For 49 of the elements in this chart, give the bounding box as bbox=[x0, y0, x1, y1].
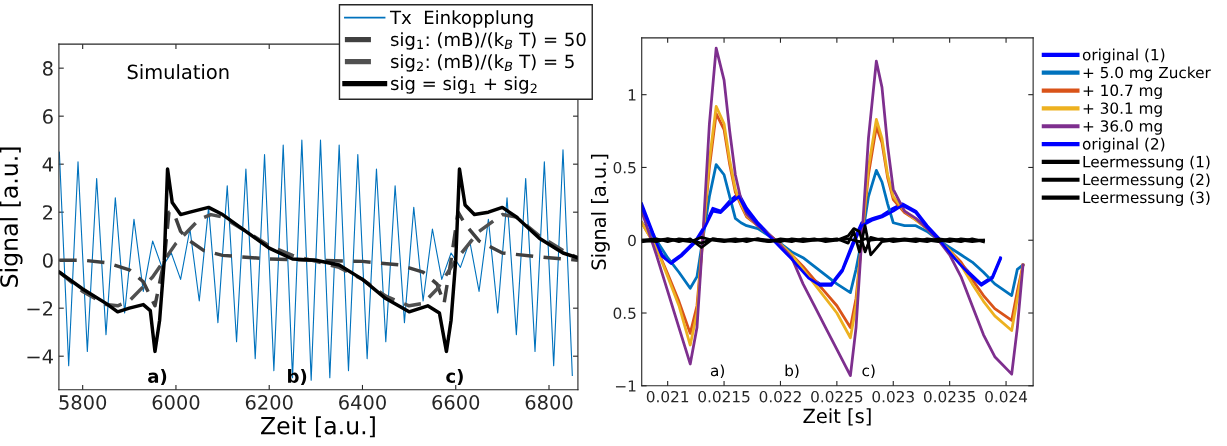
y-axis-title: Signal [a.u.] bbox=[590, 154, 610, 270]
annotation: a) bbox=[710, 364, 724, 379]
y-tick-label: −2 bbox=[27, 301, 53, 316]
legend-label: Tx Einkopplung bbox=[389, 10, 533, 28]
y-tick-label: −4 bbox=[27, 349, 53, 364]
x-tick-label: 0.024 bbox=[985, 390, 1028, 403]
legend-label: Leermessung (2) bbox=[1083, 173, 1210, 189]
x-tick-label: 0.0215 bbox=[698, 390, 750, 403]
x-tick-label: 6000 bbox=[152, 395, 200, 410]
y-tick-label: 2 bbox=[43, 205, 53, 220]
y-tick-label: 1 bbox=[628, 89, 636, 101]
legend-label: + 36.0 mg bbox=[1083, 120, 1162, 135]
x-tick-label: 6600 bbox=[432, 395, 480, 410]
x-tick-label: 6400 bbox=[339, 395, 386, 410]
x-axis-title: Zeit [s] bbox=[803, 408, 871, 426]
x-tick-label: 0.022 bbox=[759, 390, 801, 403]
legend-label: Leermessung (1) bbox=[1083, 155, 1210, 171]
x-tick-label: 6200 bbox=[245, 395, 293, 410]
annotation: a) bbox=[148, 368, 167, 386]
annotation: c) bbox=[446, 368, 463, 386]
y-tick-label: 4 bbox=[42, 157, 53, 172]
x-tick-label: 0.023 bbox=[872, 390, 914, 403]
legend-label: original (1) bbox=[1082, 48, 1165, 64]
legend-label: sig = sig$_{1}$ + sig$_{2}$ bbox=[391, 76, 537, 94]
legend-label: original (2) bbox=[1082, 137, 1165, 153]
y-axis-title: Signal [a.u.] bbox=[0, 147, 23, 287]
legend-label: sig$_{2}$: (mB)/(k$_{B}$ T) = 5 bbox=[391, 54, 574, 72]
y-tick-label: 8 bbox=[42, 61, 53, 76]
x-tick-label: 0.021 bbox=[646, 390, 689, 403]
x-axis-title: Zeit [a.u.] bbox=[261, 416, 375, 438]
annotation: c) bbox=[862, 364, 875, 379]
legend-label: Leermessung (3) bbox=[1083, 191, 1210, 207]
y-tick-label: 0.5 bbox=[613, 161, 636, 174]
x-tick-label: 0.0235 bbox=[923, 390, 976, 403]
annotation: b) bbox=[288, 368, 307, 386]
annotation: Simulation bbox=[127, 64, 229, 80]
legend-label: sig$_{1}$: (mB)/(k$_{B}$ T) = 50 bbox=[391, 32, 586, 50]
y-tick-label: 6 bbox=[43, 109, 53, 124]
y-tick-label: 0.5 bbox=[613, 307, 636, 320]
legend-label: + 30.1 mg bbox=[1083, 102, 1162, 117]
annotation: b) bbox=[785, 364, 799, 379]
x-tick-label: 5800 bbox=[59, 395, 107, 410]
y-tick-label: 0 bbox=[628, 234, 636, 247]
y-tick-label: 0 bbox=[42, 253, 53, 268]
x-tick-label: 6800 bbox=[525, 395, 573, 410]
legend-label: + 5.0 mg Zucker bbox=[1083, 66, 1211, 82]
x-tick-label: 0.0225 bbox=[811, 390, 863, 403]
y-tick-label: −1 bbox=[615, 380, 636, 392]
legend-label: + 10.7 mg bbox=[1083, 84, 1162, 100]
